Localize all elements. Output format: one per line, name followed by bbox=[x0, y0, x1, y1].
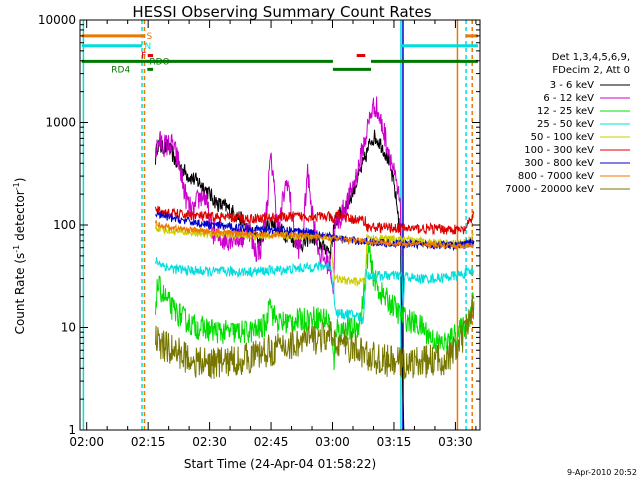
y-tick-label: 1000 bbox=[45, 116, 76, 130]
legend-entry-label: 800 - 7000 keV bbox=[518, 171, 594, 182]
series-line-100-300 bbox=[155, 205, 475, 236]
y-tick-label: 1 bbox=[68, 423, 76, 437]
flag-label-f: F bbox=[141, 52, 146, 62]
series-line-7000-20000 bbox=[155, 295, 475, 380]
footer-date-stamp: 9-Apr-2010 20:52 bbox=[567, 468, 637, 477]
y-tick-label: 10000 bbox=[38, 13, 76, 27]
legend-entry-label: 100 - 300 keV bbox=[524, 145, 594, 156]
legend-entry-label: 25 - 50 keV bbox=[537, 119, 594, 130]
x-tick-label: 03:15 bbox=[377, 435, 412, 449]
flag-label-rdo: RDO bbox=[149, 57, 169, 67]
x-tick-label: 03:30 bbox=[438, 435, 473, 449]
x-axis-label: Start Time (24-Apr-04 01:58:22) bbox=[184, 457, 376, 471]
x-tick-label: 02:00 bbox=[69, 435, 104, 449]
legend-header-1: Det 1,3,4,5,6,9, bbox=[552, 52, 630, 63]
legend-header-2: FDecim 2, Att 0 bbox=[552, 65, 630, 76]
flag-label-rd4: RD4 bbox=[111, 65, 130, 75]
series-line-25-50 bbox=[155, 257, 475, 325]
legend-entry-label: 50 - 100 keV bbox=[531, 132, 595, 143]
y-tick-label: 100 bbox=[53, 218, 76, 232]
legend-entry-label: 3 - 6 keV bbox=[550, 80, 594, 91]
chart-title: HESSI Observing Summary Count Rates bbox=[132, 3, 431, 21]
flag-label-s: S bbox=[147, 32, 153, 42]
legend-entry-label: 6 - 12 keV bbox=[543, 93, 594, 104]
legend: Det 1,3,4,5,6,9, FDecim 2, Att 0 3 - 6 keV… bbox=[505, 52, 630, 195]
plot-frame bbox=[79, 19, 481, 431]
x-tick-label: 02:15 bbox=[131, 435, 166, 449]
x-tick-label: 02:30 bbox=[192, 435, 227, 449]
x-tick-label: 02:45 bbox=[254, 435, 289, 449]
legend-entry-label: 7000 - 20000 keV bbox=[505, 184, 594, 195]
legend-entry-label: 300 - 800 keV bbox=[524, 158, 594, 169]
legend-entry-label: 12 - 25 keV bbox=[537, 106, 594, 117]
series-group bbox=[155, 96, 475, 431]
axes: 02:00 02:15 02:30 02:45 03:00 03:15 03:30 1 10 10… bbox=[38, 13, 480, 449]
x-tick-label: 03:00 bbox=[315, 435, 350, 449]
series-line-12-25 bbox=[155, 243, 475, 371]
y-axis-label: Count Rate (s-1 detector-1) bbox=[12, 178, 27, 335]
flag-label-n: N bbox=[144, 42, 151, 52]
series-line-800-7000 bbox=[155, 220, 475, 251]
y-tick-label: 10 bbox=[61, 321, 76, 335]
